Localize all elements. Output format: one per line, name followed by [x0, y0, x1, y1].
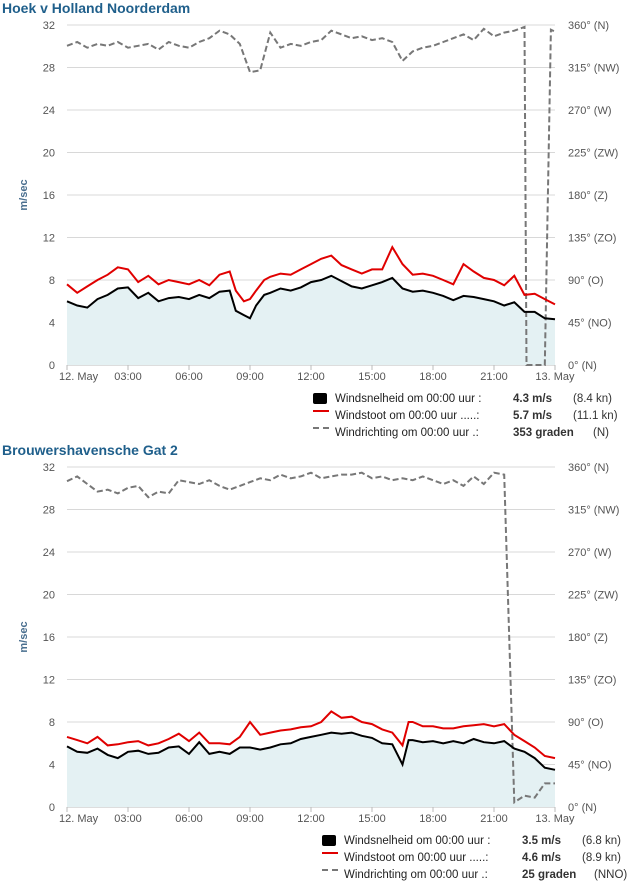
y2-tick-label: 270° (W) [568, 547, 612, 559]
x-tick-label: 12:00 [297, 813, 325, 825]
y-tick-label: 28 [43, 63, 55, 75]
x-tick-label: 03:00 [114, 371, 142, 383]
y2-tick-label: 360° (N) [568, 20, 609, 32]
y-tick-label: 4 [49, 760, 55, 772]
x-tick-label: 09:00 [236, 813, 264, 825]
x-tick-label: 21:00 [480, 813, 508, 825]
x-tick-label: 21:00 [480, 371, 508, 383]
y2-tick-label: 360° (N) [568, 462, 609, 474]
speed-area [67, 732, 555, 807]
black-box-icon [322, 835, 336, 846]
legend-extra: (N) [593, 427, 609, 439]
legend-label: Windrichting om 00:00 uur .: [335, 427, 479, 439]
y2-tick-label: 0° (N) [568, 360, 597, 372]
y-tick-label: 4 [49, 318, 55, 330]
y2-tick-label: 135° (ZO) [568, 233, 616, 245]
gust-line [66, 710, 556, 760]
red-line-icon [322, 852, 338, 854]
y2-tick-label: 90° (O) [568, 275, 604, 287]
wind-chart: 0 0° (N) 4 45° (NO) 8 90° (O) 12 135° (ZO) 16 180… [18, 462, 619, 825]
y2-tick-label: 225° (ZW) [568, 590, 618, 602]
direction-line [66, 471, 555, 805]
y2-tick-label: 45° (NO) [568, 760, 612, 772]
y-tick-label: 0 [49, 360, 55, 372]
y2-tick-label: 225° (ZW) [568, 148, 618, 160]
panel-hoek-v-holland: Hoek v Holland Noorderdam 0 0° (N) 4 45° (N… [0, 0, 632, 442]
y2-tick-label: 180° (Z) [568, 190, 608, 202]
y-tick-label: 24 [43, 547, 55, 559]
x-tick-label: 15:00 [358, 371, 386, 383]
x-tick-label: 12:00 [297, 371, 325, 383]
x-tick-label: 15:00 [358, 813, 386, 825]
legend-value: 3.5 m/s [522, 835, 561, 847]
y-tick-label: 28 [43, 505, 55, 517]
y-tick-label: 24 [43, 105, 55, 117]
y2-tick-label: 0° (N) [568, 802, 597, 814]
x-tick-label: 13. May [535, 813, 575, 825]
x-tick-label: 18:00 [419, 813, 447, 825]
legend-label: Windsnelheid om 00:00 uur : [335, 393, 482, 405]
x-tick-label: 06:00 [175, 813, 203, 825]
legend-value: 353 graden [513, 427, 574, 439]
x-tick-label: 03:00 [114, 813, 142, 825]
x-tick-label: 13. May [535, 371, 575, 383]
legend-extra: (6.8 kn) [582, 835, 621, 847]
dashed-line-icon [313, 427, 329, 429]
y2-tick-label: 45° (NO) [568, 318, 612, 330]
legend-extra: (8.4 kn) [573, 393, 612, 405]
y-tick-label: 20 [43, 590, 55, 602]
x-tick-label: 12. May [59, 371, 99, 383]
y2-tick-label: 315° (NW) [568, 505, 619, 517]
y-tick-label: 0 [49, 802, 55, 814]
panel-title: Hoek v Holland Noorderdam [2, 0, 191, 16]
legend-extra: (11.1 kn) [573, 410, 618, 422]
y-tick-label: 16 [43, 190, 55, 202]
dashed-line-icon [322, 869, 338, 871]
x-tick-label: 06:00 [175, 371, 203, 383]
x-tick-label: 18:00 [419, 371, 447, 383]
y-tick-label: 32 [43, 462, 55, 474]
legend-value: 25 graden [522, 869, 577, 881]
y2-tick-label: 180° (Z) [568, 632, 608, 644]
black-box-icon [313, 393, 327, 404]
y-tick-label: 20 [43, 148, 55, 160]
y2-tick-label: 315° (NW) [568, 63, 619, 75]
y2-tick-label: 135° (ZO) [568, 675, 616, 687]
y-tick-label: 12 [43, 233, 55, 245]
red-line-icon [313, 410, 329, 412]
y-tick-label: 12 [43, 675, 55, 687]
panel-title: Brouwershavensche Gat 2 [2, 442, 178, 458]
legend-extra: (NNO) [594, 869, 628, 881]
legend-label: Windsnelheid om 00:00 uur : [344, 835, 491, 847]
wind-chart: 0 0° (N) 4 45° (NO) 8 90° (O) 12 135° (ZO) 16 180… [18, 20, 619, 383]
speed-line [66, 274, 556, 321]
legend-label: Windrichting om 00:00 uur .: [344, 869, 488, 881]
legend-value: 5.7 m/s [513, 410, 552, 422]
legend-label: Windstoot om 00:00 uur .....: [344, 852, 489, 864]
speed-area [67, 275, 555, 365]
panel-brouwershavensche-gat: Brouwershavensche Gat 2 0 0° (N) 4 45° (NO)… [0, 442, 632, 885]
legend-value: 4.6 m/s [522, 852, 561, 864]
y2-tick-label: 270° (W) [568, 105, 612, 117]
legend-extra: (8.9 kn) [582, 852, 621, 864]
y2-tick-label: 90° (O) [568, 717, 604, 729]
y-axis-label: m/sec [18, 621, 30, 652]
speed-line [66, 731, 556, 771]
y-tick-label: 32 [43, 20, 55, 32]
legend-value: 4.3 m/s [513, 393, 552, 405]
direction-line [66, 25, 556, 366]
y-axis-label: m/sec [18, 179, 30, 210]
legend-label: Windstoot om 00:00 uur .....: [335, 410, 480, 422]
x-tick-label: 09:00 [236, 371, 264, 383]
y-tick-label: 16 [43, 632, 55, 644]
gust-line [66, 244, 556, 306]
y-tick-label: 8 [49, 717, 55, 729]
y-tick-label: 8 [49, 275, 55, 287]
x-tick-label: 12. May [59, 813, 99, 825]
